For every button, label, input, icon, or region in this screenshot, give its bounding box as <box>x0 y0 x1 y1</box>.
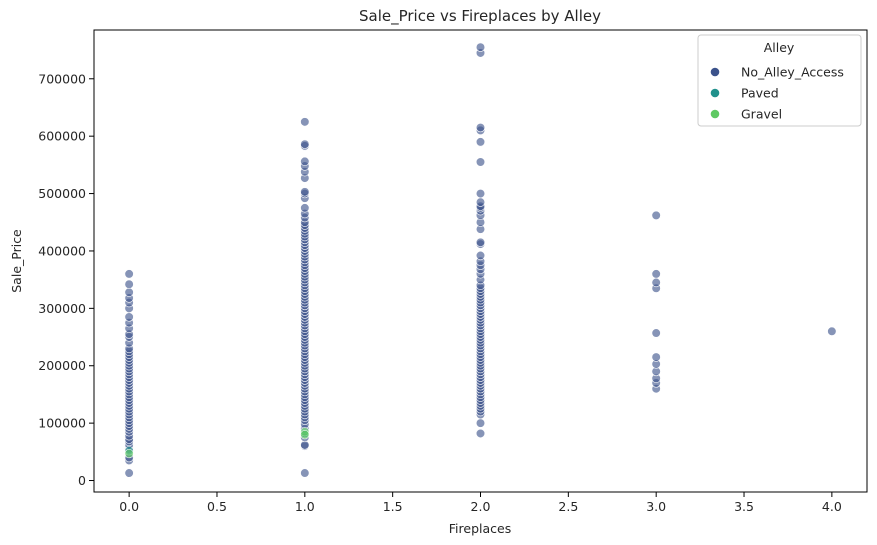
legend: Alley No_Alley_Access Paved Gravel <box>697 34 862 127</box>
data-point <box>300 156 310 167</box>
data-point <box>475 237 486 247</box>
data-point <box>300 187 310 197</box>
data-point <box>124 279 134 289</box>
legend-marker <box>710 109 720 119</box>
data-point <box>651 210 661 220</box>
data-point <box>475 137 486 147</box>
data-point <box>651 352 661 362</box>
data-point <box>300 203 310 213</box>
data-point <box>475 157 486 167</box>
data-point <box>475 428 486 439</box>
data-point <box>124 287 134 297</box>
data-point <box>475 418 486 428</box>
data-point <box>124 468 134 478</box>
data-point <box>300 468 310 478</box>
x-tick-label: 4.0 <box>822 499 842 514</box>
y-axis-label: Sale_Price <box>9 229 24 293</box>
x-tick-label: 0.0 <box>119 499 139 514</box>
x-tick-label: 1.5 <box>383 499 403 514</box>
x-axis: 0.0 0.5 1.0 1.5 2.0 2.5 3.0 3.5 4.0 <box>119 492 842 514</box>
legend-title: Alley <box>764 40 795 55</box>
y-tick-label: 200000 <box>38 358 86 373</box>
x-tick-label: 2.5 <box>558 499 578 514</box>
x-tick-label: 0.5 <box>207 499 227 514</box>
y-tick-label: 0 <box>78 473 86 488</box>
y-tick-label: 500000 <box>38 186 86 201</box>
y-tick-label: 400000 <box>38 243 86 258</box>
data-point <box>124 448 134 459</box>
y-axis: 0 100000 200000 300000 400000 500000 600000 700… <box>38 71 94 488</box>
data-point <box>475 42 486 52</box>
chart-title: Sale_Price vs Fireplaces by Alley <box>359 7 601 26</box>
data-point <box>300 430 310 440</box>
data-point <box>475 122 486 133</box>
data-point <box>651 277 661 288</box>
legend-marker <box>710 67 720 77</box>
x-axis-label: Fireplaces <box>449 521 511 536</box>
data-point <box>651 269 661 279</box>
legend-entry-label: No_Alley_Access <box>741 65 844 80</box>
legend-box <box>697 34 862 127</box>
data-point <box>300 139 310 149</box>
y-tick-label: 300000 <box>38 301 86 316</box>
y-tick-label: 100000 <box>38 416 86 431</box>
data-point <box>651 328 661 338</box>
x-tick-label: 3.5 <box>734 499 754 514</box>
y-tick-label: 700000 <box>38 71 86 86</box>
data-point <box>300 117 310 127</box>
legend-items: No_Alley_Access Paved Gravel <box>710 65 844 122</box>
x-tick-label: 1.0 <box>295 499 315 514</box>
y-tick-label: 600000 <box>38 129 86 144</box>
data-point <box>827 326 837 336</box>
data-point <box>124 269 134 279</box>
x-tick-label: 2.0 <box>471 499 491 514</box>
legend-entry-label: Gravel <box>741 107 782 122</box>
data-point <box>475 188 486 199</box>
x-tick-label: 3.0 <box>646 499 666 514</box>
data-point <box>124 312 134 322</box>
legend-entry-label: Paved <box>741 86 779 101</box>
points-layer <box>124 42 837 478</box>
data-point <box>475 197 486 207</box>
data-point <box>475 250 486 261</box>
legend-marker <box>710 88 720 98</box>
